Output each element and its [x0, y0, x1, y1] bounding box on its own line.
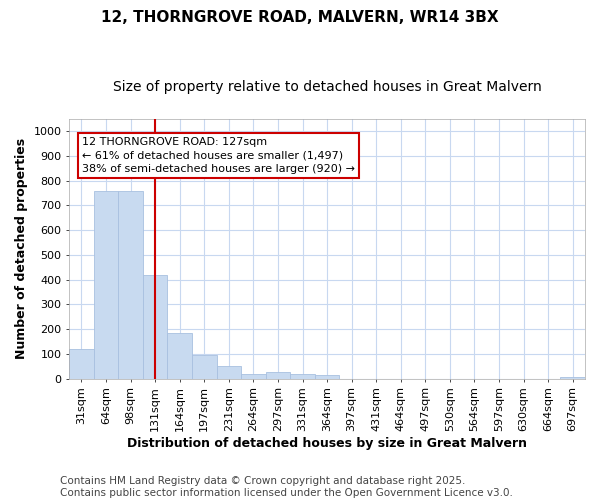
Title: Size of property relative to detached houses in Great Malvern: Size of property relative to detached ho…: [113, 80, 541, 94]
Bar: [241, 374, 266, 378]
Text: Contains HM Land Registry data © Crown copyright and database right 2025.
Contai: Contains HM Land Registry data © Crown c…: [60, 476, 513, 498]
X-axis label: Distribution of detached houses by size in Great Malvern: Distribution of detached houses by size …: [127, 437, 527, 450]
Bar: [118, 190, 143, 378]
Bar: [167, 333, 192, 378]
Y-axis label: Number of detached properties: Number of detached properties: [15, 138, 28, 360]
Bar: [143, 274, 167, 378]
Bar: [217, 366, 241, 378]
Bar: [69, 349, 94, 378]
Bar: [266, 372, 290, 378]
Bar: [315, 375, 340, 378]
Text: 12, THORNGROVE ROAD, MALVERN, WR14 3BX: 12, THORNGROVE ROAD, MALVERN, WR14 3BX: [101, 10, 499, 25]
Text: 12 THORNGROVE ROAD: 127sqm
← 61% of detached houses are smaller (1,497)
38% of s: 12 THORNGROVE ROAD: 127sqm ← 61% of deta…: [82, 138, 355, 173]
Bar: [290, 374, 315, 378]
Bar: [94, 190, 118, 378]
Bar: [192, 355, 217, 378]
